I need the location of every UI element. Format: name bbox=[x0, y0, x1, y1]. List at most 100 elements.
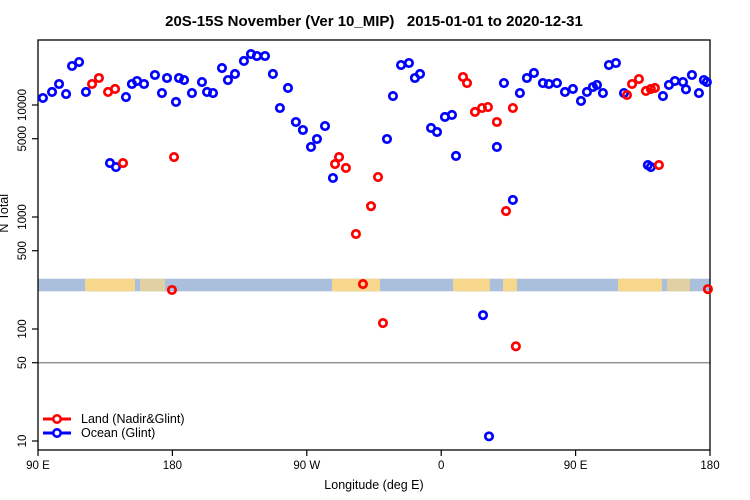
scatter-point bbox=[350, 228, 361, 240]
x-tick-label: 90 W bbox=[293, 460, 320, 472]
scatter-point bbox=[334, 151, 345, 163]
scatter-point bbox=[610, 57, 621, 69]
scatter-point bbox=[319, 120, 331, 132]
scatter-point bbox=[87, 78, 98, 90]
scatter-point bbox=[166, 284, 178, 296]
scatter-point bbox=[80, 86, 91, 98]
legend-ocean-symbol-icon bbox=[43, 427, 71, 439]
x-tick-label: 90 E bbox=[564, 460, 588, 472]
scatter-point bbox=[469, 106, 480, 117]
scatter-point bbox=[196, 76, 208, 88]
scatter-point bbox=[633, 73, 644, 85]
scatter-point bbox=[514, 87, 525, 99]
scatter-point bbox=[138, 78, 150, 90]
scatter-point bbox=[461, 77, 473, 89]
scatter-point bbox=[170, 96, 182, 108]
scatter-point bbox=[575, 95, 587, 107]
y-tick-label: 10 bbox=[17, 435, 29, 448]
map-band-land-segment bbox=[666, 278, 690, 292]
scatter-point bbox=[120, 91, 132, 103]
map-band-land-segment bbox=[85, 278, 136, 292]
x-tick-label: 180 bbox=[700, 460, 719, 472]
map-band-land-segment bbox=[332, 278, 380, 292]
scatter-point bbox=[327, 172, 338, 184]
scatter-point bbox=[178, 74, 190, 86]
scatter-point bbox=[377, 318, 389, 329]
legend-land-label: Land (Nadir&Glint) bbox=[81, 412, 185, 426]
legend-item-ocean: Ocean (Glint) bbox=[42, 426, 185, 440]
scatter-point bbox=[387, 91, 399, 102]
map-band-land-segment bbox=[452, 278, 490, 292]
x-tick-label: 0 bbox=[438, 460, 444, 472]
scatter-point bbox=[46, 86, 58, 98]
y-tick-label: 100 bbox=[17, 319, 29, 338]
scatter-point bbox=[357, 278, 368, 290]
scatter-point bbox=[297, 124, 308, 136]
scatter-point bbox=[649, 82, 660, 94]
scatter-point bbox=[567, 83, 578, 95]
scatter-point bbox=[507, 194, 518, 205]
scatter-point bbox=[431, 126, 443, 138]
scatter-point bbox=[290, 116, 301, 128]
x-axis-title: Longitude (deg E) bbox=[324, 478, 424, 492]
scatter-point bbox=[640, 85, 651, 97]
scatter-point bbox=[161, 72, 173, 84]
scatter-point bbox=[274, 102, 285, 114]
scatter-point bbox=[446, 109, 458, 121]
scatter-point bbox=[305, 141, 317, 153]
scatter-point bbox=[450, 150, 462, 161]
scatter-point bbox=[521, 72, 532, 84]
x-tick-label: 90 E bbox=[26, 460, 50, 472]
scatter-point bbox=[528, 67, 539, 79]
y-tick-label: 1000 bbox=[17, 204, 29, 230]
scatter-point bbox=[551, 77, 562, 89]
scatter-point bbox=[282, 82, 294, 94]
map-band-land-segment bbox=[503, 278, 517, 292]
scatter-point bbox=[491, 141, 502, 153]
scatter-point bbox=[591, 79, 603, 91]
y-tick-label: 5000 bbox=[17, 126, 29, 152]
scatter-point bbox=[621, 89, 633, 101]
map-band-land-segment bbox=[139, 278, 165, 292]
plot-border bbox=[37, 39, 711, 451]
x-tick-label: 180 bbox=[163, 460, 182, 472]
chart-title: 20S-15S November (Ver 10_MIP) 2015-01-01… bbox=[165, 13, 583, 30]
y-axis-title: N Total bbox=[0, 193, 11, 233]
y-tick-label: 50 bbox=[17, 356, 29, 369]
scatter-point bbox=[110, 162, 122, 173]
scatter-point bbox=[701, 76, 712, 88]
scatter-point bbox=[483, 431, 495, 442]
scatter-point bbox=[173, 72, 185, 84]
scatter-point bbox=[507, 102, 518, 114]
scatter-point bbox=[74, 56, 85, 68]
scatter-point bbox=[168, 151, 180, 163]
scatter-point bbox=[372, 171, 384, 183]
y-tick-label: 10000 bbox=[17, 89, 29, 121]
scatter-point bbox=[395, 59, 407, 71]
scatter-point bbox=[381, 133, 393, 145]
scatter-point bbox=[543, 78, 554, 90]
scatter-point bbox=[702, 284, 713, 295]
scatter-point bbox=[657, 91, 669, 102]
legend: Land (Nadir&Glint) Ocean (Glint) bbox=[42, 412, 185, 440]
y-tick-label: 500 bbox=[17, 241, 29, 260]
scatter-point bbox=[510, 341, 521, 352]
scatter-point bbox=[581, 86, 592, 98]
scatter-point bbox=[61, 88, 72, 100]
scatter-point bbox=[229, 68, 241, 80]
scatter-point bbox=[186, 87, 198, 99]
scatter-point bbox=[340, 162, 351, 174]
scatter-point bbox=[686, 69, 697, 81]
scatter-point bbox=[626, 78, 638, 90]
scatter-point bbox=[653, 159, 664, 171]
scatter-point bbox=[477, 310, 489, 321]
scatter-point bbox=[680, 84, 692, 95]
scatter-point bbox=[311, 133, 323, 145]
scatter-point bbox=[482, 101, 493, 113]
scatter-point bbox=[403, 57, 414, 69]
map-band-land-segment bbox=[618, 278, 662, 292]
legend-ocean-label: Ocean (Glint) bbox=[81, 426, 156, 440]
scatter-point bbox=[267, 68, 278, 80]
scatter-point bbox=[37, 92, 48, 104]
